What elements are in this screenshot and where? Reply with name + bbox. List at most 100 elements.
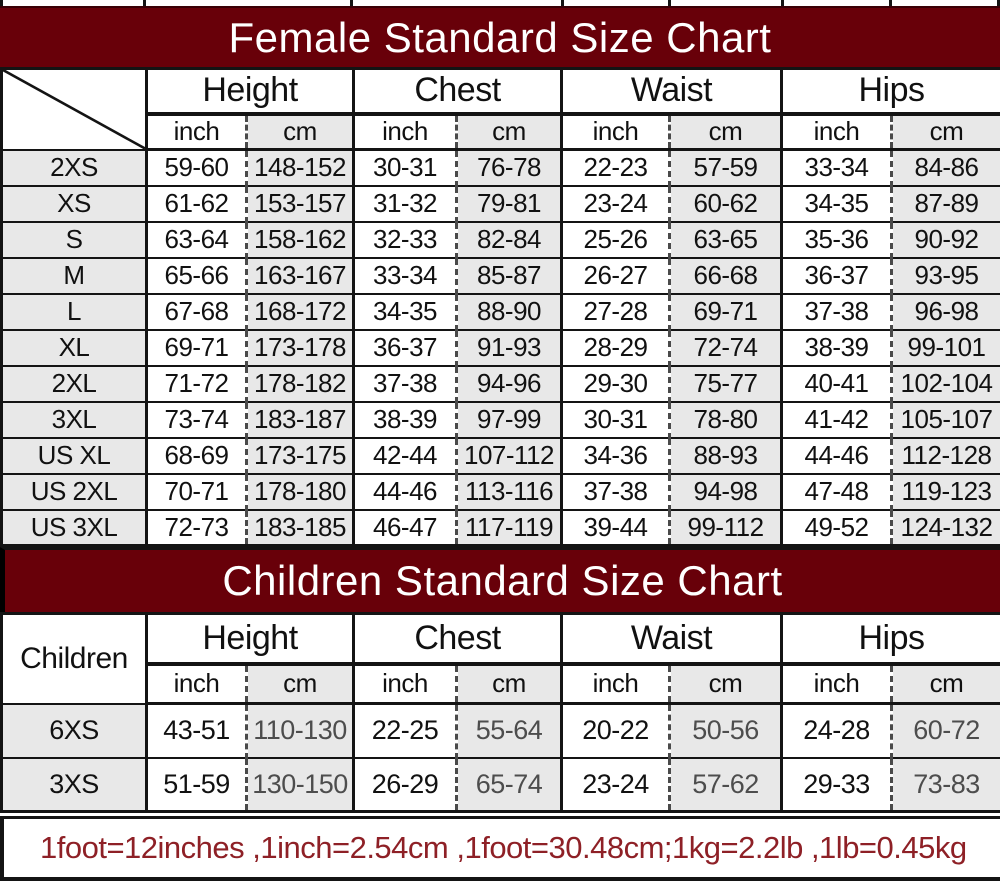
value-cell: 105-107	[890, 400, 1000, 439]
value-cell: 26-27	[560, 256, 671, 295]
value-cell: 20-22	[560, 702, 671, 759]
value-cell: 59-60	[145, 148, 248, 187]
value-cell: 67-68	[145, 292, 248, 331]
units-header-row: inch cm inch cm inch cm inch cm	[2, 112, 1000, 151]
table-row: 2XL 71-72 178-182 37-38 94-96 29-30 75-7…	[0, 364, 1000, 403]
size-label: US 3XL	[0, 508, 148, 547]
size-label: US XL	[0, 436, 148, 475]
value-cell: 30-31	[352, 148, 458, 187]
value-cell: 25-26	[560, 220, 671, 259]
unit-header-cm: cm	[454, 112, 563, 151]
size-label: US 2XL	[0, 472, 148, 511]
value-cell: 37-38	[780, 292, 893, 331]
table-row: US 3XL 72-73 183-185 46-47 117-119 39-44…	[0, 508, 1000, 547]
value-cell: 71-72	[145, 364, 248, 403]
value-cell: 51-59	[145, 756, 248, 813]
unit-header-inch: inch	[780, 112, 893, 151]
value-cell: 63-65	[668, 220, 783, 259]
value-cell: 57-59	[668, 148, 783, 187]
children-chart-title: Children Standard Size Chart	[0, 547, 1000, 612]
value-cell: 29-30	[560, 364, 671, 403]
value-cell: 23-24	[560, 184, 671, 223]
value-cell: 57-62	[668, 756, 783, 813]
unit-header-cm: cm	[668, 662, 783, 705]
value-cell: 88-90	[454, 292, 563, 331]
value-cell: 26-29	[352, 756, 458, 813]
value-cell: 87-89	[890, 184, 1000, 223]
value-cell: 24-28	[780, 702, 893, 759]
group-header-height: Height	[145, 67, 355, 116]
size-label: S	[0, 220, 148, 259]
size-label: 3XL	[0, 400, 148, 439]
value-cell: 168-172	[245, 292, 355, 331]
diagonal-line	[3, 70, 145, 149]
unit-header-inch: inch	[145, 662, 248, 705]
value-cell: 90-92	[890, 220, 1000, 259]
value-cell: 28-29	[560, 328, 671, 367]
group-header-hips: Hips	[780, 612, 1000, 666]
table-row: L 67-68 168-172 34-35 88-90 27-28 69-71 …	[0, 292, 1000, 331]
value-cell: 38-39	[352, 400, 458, 439]
table-row: M 65-66 163-167 33-34 85-87 26-27 66-68 …	[0, 256, 1000, 295]
value-cell: 65-66	[145, 256, 248, 295]
table-row: S 63-64 158-162 32-33 82-84 25-26 63-65 …	[0, 220, 1000, 259]
value-cell: 55-64	[454, 702, 563, 759]
value-cell: 153-157	[245, 184, 355, 223]
grid-line	[350, 0, 353, 6]
table-row: 3XS 51-59 130-150 26-29 65-74 23-24 57-6…	[0, 756, 1000, 813]
value-cell: 119-123	[890, 472, 1000, 511]
value-cell: 99-101	[890, 328, 1000, 367]
value-cell: 112-128	[890, 436, 1000, 475]
value-cell: 82-84	[454, 220, 563, 259]
unit-header-inch: inch	[780, 662, 893, 705]
value-cell: 37-38	[352, 364, 458, 403]
value-cell: 65-74	[454, 756, 563, 813]
value-cell: 22-25	[352, 702, 458, 759]
value-cell: 61-62	[145, 184, 248, 223]
grid-line	[668, 0, 671, 6]
value-cell: 33-34	[780, 148, 893, 187]
value-cell: 27-28	[560, 292, 671, 331]
group-header-chest: Chest	[351, 67, 563, 116]
value-cell: 124-132	[890, 508, 1000, 547]
value-cell: 36-37	[780, 256, 893, 295]
value-cell: 75-77	[668, 364, 783, 403]
value-cell: 40-41	[780, 364, 893, 403]
value-cell: 110-130	[245, 702, 355, 759]
value-cell: 60-62	[668, 184, 783, 223]
value-cell: 44-46	[780, 436, 893, 475]
value-cell: 47-48	[780, 472, 893, 511]
value-cell: 60-72	[890, 702, 1000, 759]
value-cell: 173-178	[245, 328, 355, 367]
value-cell: 72-73	[145, 508, 248, 547]
value-cell: 33-34	[352, 256, 458, 295]
value-cell: 69-71	[145, 328, 248, 367]
table-row: 2XS 59-60 148-152 30-31 76-78 22-23 57-5…	[0, 148, 1000, 187]
unit-header-inch: inch	[352, 662, 458, 705]
value-cell: 72-74	[668, 328, 783, 367]
value-cell: 79-81	[454, 184, 563, 223]
value-cell: 34-35	[352, 292, 458, 331]
table-row: 6XS 43-51 110-130 22-25 55-64 20-22 50-5…	[0, 702, 1000, 759]
group-header-chest: Chest	[351, 612, 563, 666]
value-cell: 69-71	[668, 292, 783, 331]
value-cell: 34-35	[780, 184, 893, 223]
value-cell: 36-37	[352, 328, 458, 367]
value-cell: 163-167	[245, 256, 355, 295]
group-header-row: Children Height Chest Waist Hips	[0, 612, 1000, 705]
value-cell: 34-36	[560, 436, 671, 475]
value-cell: 91-93	[454, 328, 563, 367]
value-cell: 73-83	[890, 756, 1000, 813]
top-table-remnant	[0, 0, 1000, 8]
female-size-table: Height Chest Waist Hips inch cm inch cm …	[0, 67, 1000, 547]
value-cell: 148-152	[245, 148, 355, 187]
value-cell: 37-38	[560, 472, 671, 511]
table-row: US XL 68-69 173-175 42-44 107-112 34-36 …	[0, 436, 1000, 475]
value-cell: 158-162	[245, 220, 355, 259]
size-label: 2XL	[0, 364, 148, 403]
unit-header-cm: cm	[245, 662, 355, 705]
value-cell: 41-42	[780, 400, 893, 439]
conversion-note: 1foot=12inches ,1inch=2.54cm ,1foot=30.4…	[0, 816, 1000, 881]
group-header-waist: Waist	[560, 67, 783, 116]
value-cell: 94-96	[454, 364, 563, 403]
